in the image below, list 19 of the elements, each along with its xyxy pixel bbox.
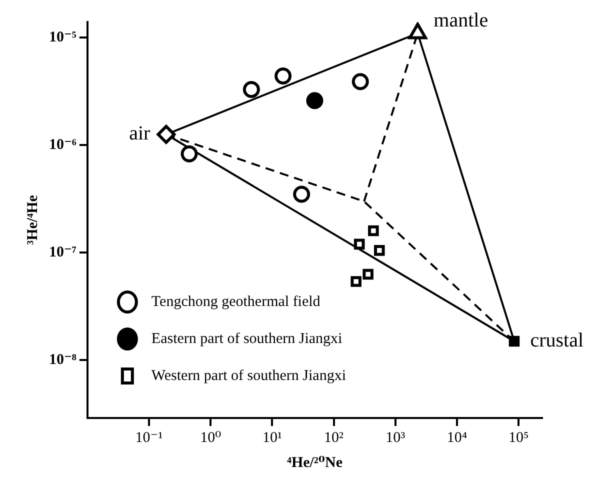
- x-tick-label: 10⁰: [200, 430, 222, 446]
- y-tick-label: 10⁻⁷: [48, 244, 77, 261]
- x-tick-label: 10⁴: [446, 430, 468, 446]
- x-tick-label: 10⁵: [508, 430, 529, 446]
- y-axis-title: ³He/⁴He: [24, 194, 41, 245]
- x-tick-label: 10²: [324, 430, 344, 446]
- annotation: crustal: [530, 330, 584, 352]
- y-tick-label: 10⁻⁶: [48, 137, 77, 154]
- x-tick-label: 10⁻¹: [135, 430, 163, 446]
- y-tick-label: 10⁻⁵: [48, 30, 77, 46]
- x-tick-label: 10¹: [262, 430, 282, 446]
- legend-label: Eastern part of southern Jiangxi: [151, 330, 342, 347]
- annotation: air: [129, 122, 151, 145]
- legend-label: Tengchong geothermal field: [151, 294, 321, 310]
- y-tick-label: 10⁻⁸: [48, 352, 77, 368]
- legend-label: Western part of southern Jiangxi: [151, 368, 346, 384]
- x-axis-title: ⁴He/²⁰Ne: [286, 454, 343, 471]
- x-tick-label: 10³: [386, 430, 406, 446]
- annotation: mantle: [434, 10, 488, 32]
